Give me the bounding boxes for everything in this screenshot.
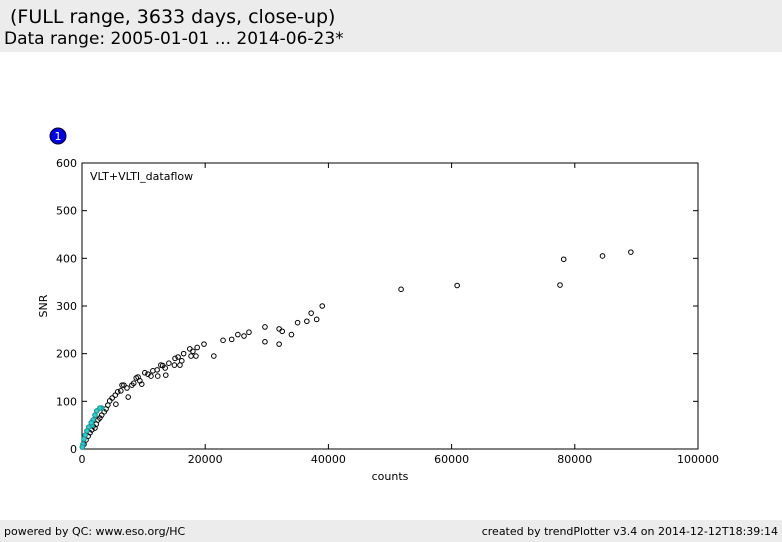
point <box>454 282 460 289</box>
y-tick-label: 200 <box>56 348 77 361</box>
x-tick-label: 20000 <box>188 453 223 466</box>
point <box>79 444 86 450</box>
x-tick-label: 80000 <box>557 453 592 466</box>
point <box>276 326 282 332</box>
title: (FULL range, 3633 days, close-up) <box>10 6 336 28</box>
point <box>276 341 282 347</box>
badge-label: 1 <box>55 130 62 143</box>
point <box>150 368 156 374</box>
point <box>220 337 226 344</box>
point <box>121 382 127 388</box>
footer-right: created by trendPlotter v3.4 on 2014-12-… <box>481 525 778 538</box>
point <box>599 253 606 259</box>
plot-frame <box>81 162 699 450</box>
point <box>294 319 301 326</box>
chart: 1 VLT+VLTI_dataflow counts SNR 0 20000 400… <box>37 127 719 483</box>
point <box>308 310 314 316</box>
point <box>166 360 172 367</box>
point <box>171 362 178 368</box>
y-tick-label: 300 <box>56 300 77 313</box>
point <box>177 362 183 368</box>
x-axis-label: counts <box>372 470 409 483</box>
point <box>398 286 404 293</box>
y-tick-label: 600 <box>56 157 77 170</box>
point <box>319 303 326 309</box>
point <box>187 346 193 352</box>
y-axis-label: SNR <box>37 294 50 317</box>
point <box>211 353 217 359</box>
point <box>175 354 181 360</box>
point <box>92 412 98 418</box>
y-tick-label: 500 <box>56 205 77 218</box>
point <box>119 382 125 388</box>
y-tick-label: 100 <box>56 395 77 408</box>
point <box>162 372 169 378</box>
point <box>262 338 268 345</box>
point <box>81 436 87 442</box>
footer: powered by QC: www.eso.org/HC created by… <box>0 520 782 542</box>
x-tick-label: 100000 <box>677 453 719 466</box>
annotation: VLT+VLTI_dataflow <box>90 170 193 183</box>
header: (FULL range, 3633 days, close-up) Data r… <box>0 0 782 52</box>
point <box>142 369 148 376</box>
point <box>246 329 252 336</box>
point <box>628 249 634 255</box>
point <box>154 373 161 379</box>
point <box>228 336 235 343</box>
x-tick-label: 0 <box>79 453 86 466</box>
point <box>560 256 567 263</box>
point <box>172 355 178 362</box>
badge <box>49 127 67 145</box>
point <box>241 333 247 339</box>
point <box>180 350 187 357</box>
y-tick-label: 400 <box>56 252 77 265</box>
point <box>145 371 151 377</box>
x-tick-label: 40000 <box>311 453 346 466</box>
point <box>313 316 320 323</box>
point <box>158 362 164 368</box>
point <box>125 394 131 400</box>
point <box>235 331 241 338</box>
point <box>279 328 286 335</box>
point <box>193 353 199 359</box>
point <box>118 388 124 394</box>
footer-left: powered by QC: www.eso.org/HC <box>4 525 186 538</box>
point <box>304 318 310 325</box>
point <box>188 353 194 359</box>
subtitle: Data range: 2005-01-01 ... 2014-06-23* <box>4 29 344 49</box>
point <box>113 401 119 407</box>
point <box>190 348 196 355</box>
point <box>262 324 268 330</box>
point <box>112 392 119 398</box>
x-tick-label: 60000 <box>434 453 469 466</box>
point <box>288 331 295 338</box>
point <box>557 282 563 288</box>
point <box>88 419 95 426</box>
y-tick-label: 0 <box>70 443 77 456</box>
point <box>201 341 207 347</box>
point <box>129 382 135 388</box>
point <box>133 375 140 381</box>
point <box>194 344 200 351</box>
point <box>124 385 130 391</box>
